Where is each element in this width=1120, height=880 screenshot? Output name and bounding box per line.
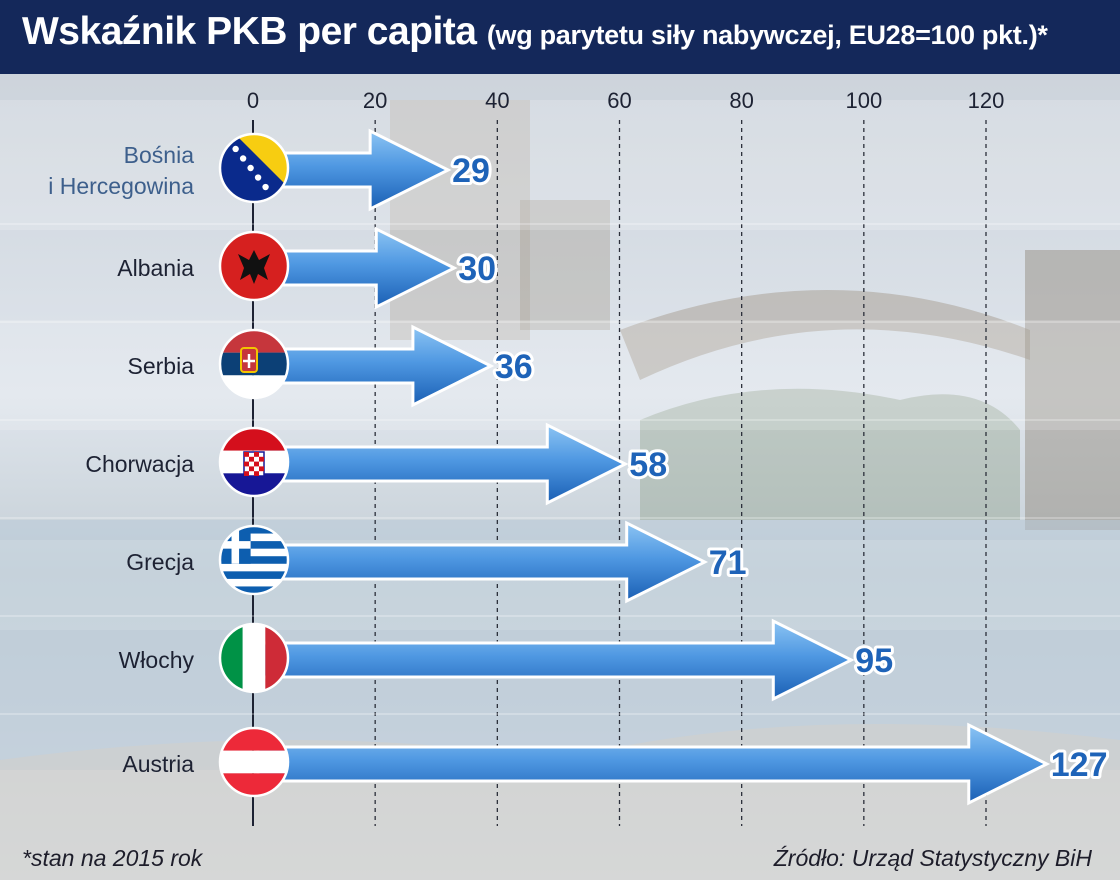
chart-subtitle: (wg parytetu siły nabywczej, EU28=100 pk… bbox=[486, 20, 1048, 50]
category-label: Austria bbox=[122, 751, 194, 777]
x-axis-ticks: 0 20 40 60 80 100 120 bbox=[247, 88, 1004, 113]
chart-row: 71 Grecja bbox=[126, 520, 750, 604]
chart-row: 95 Włochy bbox=[119, 618, 896, 702]
x-tick-label: 120 bbox=[968, 88, 1005, 113]
greece-flag-icon bbox=[220, 526, 288, 594]
category-label: Chorwacja bbox=[85, 451, 194, 477]
value-label: 36 bbox=[495, 348, 533, 386]
chart-row: 127 Austria bbox=[122, 722, 1110, 806]
chart-row: 36 Serbia bbox=[128, 324, 536, 408]
chart-row: 58 Chorwacja bbox=[85, 422, 670, 506]
value-label: 71 bbox=[709, 544, 747, 582]
albania-flag-icon bbox=[220, 232, 288, 300]
flag-border bbox=[218, 230, 290, 302]
value-arrow-bar bbox=[256, 422, 629, 506]
bosnia-flag-icon bbox=[220, 134, 288, 202]
flag-border bbox=[218, 524, 290, 596]
chart-row: 30 Albania bbox=[117, 226, 499, 310]
category-label: Albania bbox=[117, 255, 194, 281]
category-label: Bośnia i Hercegowina bbox=[48, 142, 194, 199]
source-note: Źródło: Urząd Statystyczny BiH bbox=[773, 845, 1092, 871]
value-label: 29 bbox=[452, 152, 490, 190]
footnote: *stan na 2015 rok bbox=[22, 845, 203, 871]
value-label: 127 bbox=[1051, 746, 1108, 784]
flag-border bbox=[218, 726, 290, 798]
flag-border bbox=[218, 426, 290, 498]
value-arrow-bar bbox=[256, 618, 855, 702]
x-tick-label: 60 bbox=[607, 88, 631, 113]
title-bar: Wskaźnik PKB per capita (wg parytetu sił… bbox=[0, 0, 1120, 74]
x-tick-label: 20 bbox=[363, 88, 387, 113]
x-tick-label: 40 bbox=[485, 88, 509, 113]
flag-border bbox=[218, 132, 290, 204]
x-tick-label: 80 bbox=[729, 88, 753, 113]
category-label: Włochy bbox=[119, 647, 195, 673]
x-tick-label: 0 bbox=[247, 88, 259, 113]
value-arrow-bar bbox=[256, 520, 709, 604]
value-arrow-bar bbox=[256, 722, 1051, 806]
value-label: 58 bbox=[629, 446, 667, 484]
chart-title: Wskaźnik PKB per capita bbox=[22, 10, 477, 53]
chart-rows: 29 Bośnia i Hercegowina 30 Albania 36 Serbia 58… bbox=[48, 128, 1110, 806]
value-label: 30 bbox=[458, 250, 496, 288]
value-label: 95 bbox=[855, 642, 893, 680]
flag-border bbox=[218, 328, 290, 400]
bar-chart: 0 20 40 60 80 100 120 29 Bośnia i Hercegowina 30 A… bbox=[0, 88, 1120, 826]
category-label: Serbia bbox=[128, 353, 195, 379]
chart-row: 29 Bośnia i Hercegowina bbox=[48, 128, 493, 212]
x-tick-label: 100 bbox=[845, 88, 882, 113]
category-label: Grecja bbox=[126, 549, 194, 575]
value-arrow-bar bbox=[256, 324, 495, 408]
flag-border bbox=[218, 622, 290, 694]
